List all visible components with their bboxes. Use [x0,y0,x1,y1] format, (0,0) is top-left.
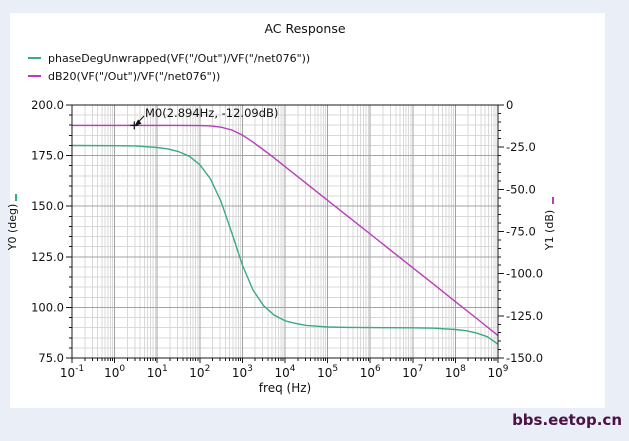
phase-curve[interactable] [71,144,499,345]
phase-trace-swatch-icon [28,57,41,59]
y0-axis-title: Y0 (deg) [6,204,19,252]
x-tick-label: 105 [317,364,338,380]
x-tick-label: 10-1 [60,364,84,380]
y1-tick-label: -75.0 [506,225,536,239]
x-tick-label: 102 [189,364,210,380]
x-tick-label: 107 [402,364,423,380]
y1-tick-label: -125.0 [506,309,543,323]
legend-item-gain[interactable]: dB20(VF("/Out")/VF("/net076")) [28,67,310,85]
marker-label: M0(2.894Hz, -12.09dB) [145,106,278,120]
marker-m0[interactable]: M0(2.894Hz, -12.09dB) [134,106,279,126]
y0-tick-label: 150.0 [31,199,64,213]
y1-tick-label: -25.0 [506,140,536,154]
y0-tick-label: 75.0 [38,351,64,365]
y0-tick-label: 100.0 [31,300,64,314]
y0-tick-label: 175.0 [31,149,64,163]
x-axis-title: freq (Hz) [259,381,311,395]
gain-curve[interactable] [72,124,499,337]
y1-tick-label: 0 [506,98,513,112]
y1-tick-label: -50.0 [506,182,536,196]
y0-tick-label: 200.0 [31,98,64,112]
x-tick-label: 106 [360,364,381,380]
gain-trace-swatch-icon [28,75,41,77]
x-tick-label: 108 [445,364,466,380]
x-tick-label: 101 [147,364,168,380]
x-tick-label: 100 [104,364,125,380]
x-tick-label: 109 [487,364,508,380]
legend: phaseDegUnwrapped(VF("/Out")/VF("/net076… [28,49,310,85]
y1-tick-label: -150.0 [506,351,543,365]
legend-item-phase[interactable]: phaseDegUnwrapped(VF("/Out")/VF("/net076… [28,49,310,67]
y0-tick-label: 125.0 [31,250,64,264]
chart-panel [10,13,605,408]
x-tick-label: 103 [232,364,253,380]
marker-arrowhead-icon [134,119,142,126]
legend-label-gain: dB20(VF("/Out")/VF("/net076")) [48,69,221,83]
y1-axis-title: Y1 (dB) [543,210,556,251]
chart-title: AC Response [264,21,346,36]
watermark: bbs.eetop.cn [512,411,622,429]
y1-tick-label: -100.0 [506,267,543,281]
x-tick-label: 104 [274,364,295,380]
legend-label-phase: phaseDegUnwrapped(VF("/Out")/VF("/net076… [48,51,311,65]
